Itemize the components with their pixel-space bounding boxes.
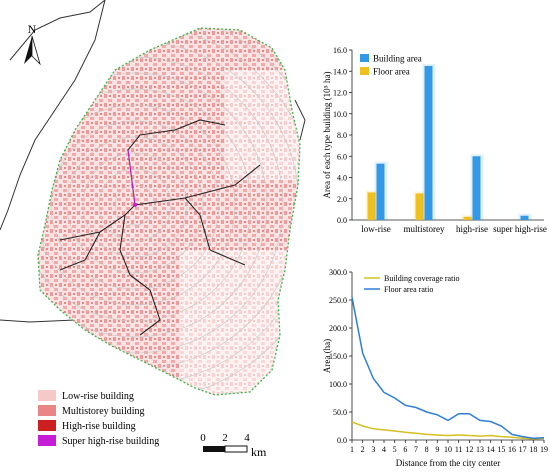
x-tick-label: 8 [425,445,429,454]
north-label: N [28,22,37,36]
bar-floor-area [464,217,472,220]
y-tick-label: 14.0 [333,67,347,76]
legend-label-floor-area: Floor area [373,67,410,77]
x-axis-title: Distance from the city center [396,458,500,468]
y-tick-label: 10.0 [333,110,347,119]
y-axis-title: Area (ha) [322,339,332,373]
x-tick-label: 5 [393,445,397,454]
y-axis-title: Area of each type building (10⁵ ha) [322,71,332,198]
legend-swatch-low-rise [38,390,56,401]
scale-tick-4: 4 [244,432,250,444]
bar-building-area [377,164,385,220]
x-tick-label: 16 [508,445,516,454]
x-tick-label: 17 [519,445,527,454]
legend-swatch-super-high-rise [38,435,56,446]
city-map: N Low-rise building Multistorey building… [0,0,315,470]
y-tick-label: 12.0 [333,89,347,98]
legend-label-multistorey: Multistorey building [62,406,145,417]
built-up-area [30,20,310,410]
series-line-floor-area-ratio [352,297,544,438]
scale-tick-0: 0 [200,432,206,444]
x-tick-label: 19 [540,445,548,454]
x-tick-label: 18 [529,445,537,454]
x-tick-label: 13 [476,445,484,454]
series-line-building-coverage-ratio [352,422,544,439]
legend-label-floor-area-ratio: Floor area ratio [384,285,433,294]
bar-building-area [473,156,481,220]
x-tick-label: high-rise [456,224,488,234]
y-tick-label: 6.0 [337,152,347,161]
x-tick-label: 15 [497,445,505,454]
scale-tick-2: 2 [222,432,228,444]
legend-label-high-rise: High-rise building [62,421,136,432]
x-tick-label: super high-rise [493,224,547,234]
x-tick-label: 14 [487,445,495,454]
bar-building-area [521,216,529,220]
y-tick-label: 8.0 [337,131,347,140]
bar-floor-area [368,192,376,220]
y-tick-label: 4.0 [337,174,347,183]
x-tick-label: 11 [455,445,463,454]
x-tick-label: 6 [403,445,407,454]
legend-swatch-floor-area [360,67,369,75]
y-tick-label: 250.0 [329,296,347,305]
bar-chart-panel: 0.0 2.0 4.0 6.0 8.0 10.0 12.0 14.0 16.0 Area of e… [318,40,550,242]
y-tick-label: 100.0 [329,380,347,389]
bar-building-area [425,66,433,220]
y-tick-label: 2.0 [337,195,347,204]
x-tick-label: 4 [382,445,386,454]
y-tick-label: 50.0 [333,408,347,417]
x-tick-label: low-rise [361,224,391,234]
legend-label-building-area: Building area [373,54,422,64]
scale-unit: km [251,445,267,459]
y-tick-label: 16.0 [333,46,347,55]
scale-bar: 0 2 4 km [200,432,267,459]
legend-swatch-building-area [360,54,369,62]
y-tick-label: 200.0 [329,324,347,333]
y-tick-label: 0.0 [337,216,347,225]
x-tick-label: 2 [361,445,365,454]
bar-chart: 0.0 2.0 4.0 6.0 8.0 10.0 12.0 14.0 16.0 Area of e… [318,40,550,242]
legend-label-super-high-rise: Super high-rise building [62,436,159,447]
x-tick-label: 7 [414,445,418,454]
bar-floor-area [416,193,424,220]
legend-swatch-multistorey [38,405,56,416]
x-tick-label: 9 [435,445,439,454]
map-panel: N Low-rise building Multistorey building… [0,0,315,470]
x-tick-label: 12 [465,445,473,454]
x-tick-label: 1 [350,445,354,454]
legend-label-building-coverage-ratio: Building coverage ratio [384,274,460,283]
x-tick-label: 3 [371,445,375,454]
y-tick-label: 0.0 [337,436,347,445]
city-center [133,203,137,207]
x-tick-label: 10 [444,445,452,454]
y-tick-label: 300.0 [329,268,347,277]
legend-swatch-high-rise [38,420,56,431]
legend-label-low-rise: Low-rise building [62,391,134,402]
river [10,0,105,60]
map-legend: Low-rise building Multistorey building H… [38,390,159,447]
x-tick-label: multistorey [404,224,445,234]
